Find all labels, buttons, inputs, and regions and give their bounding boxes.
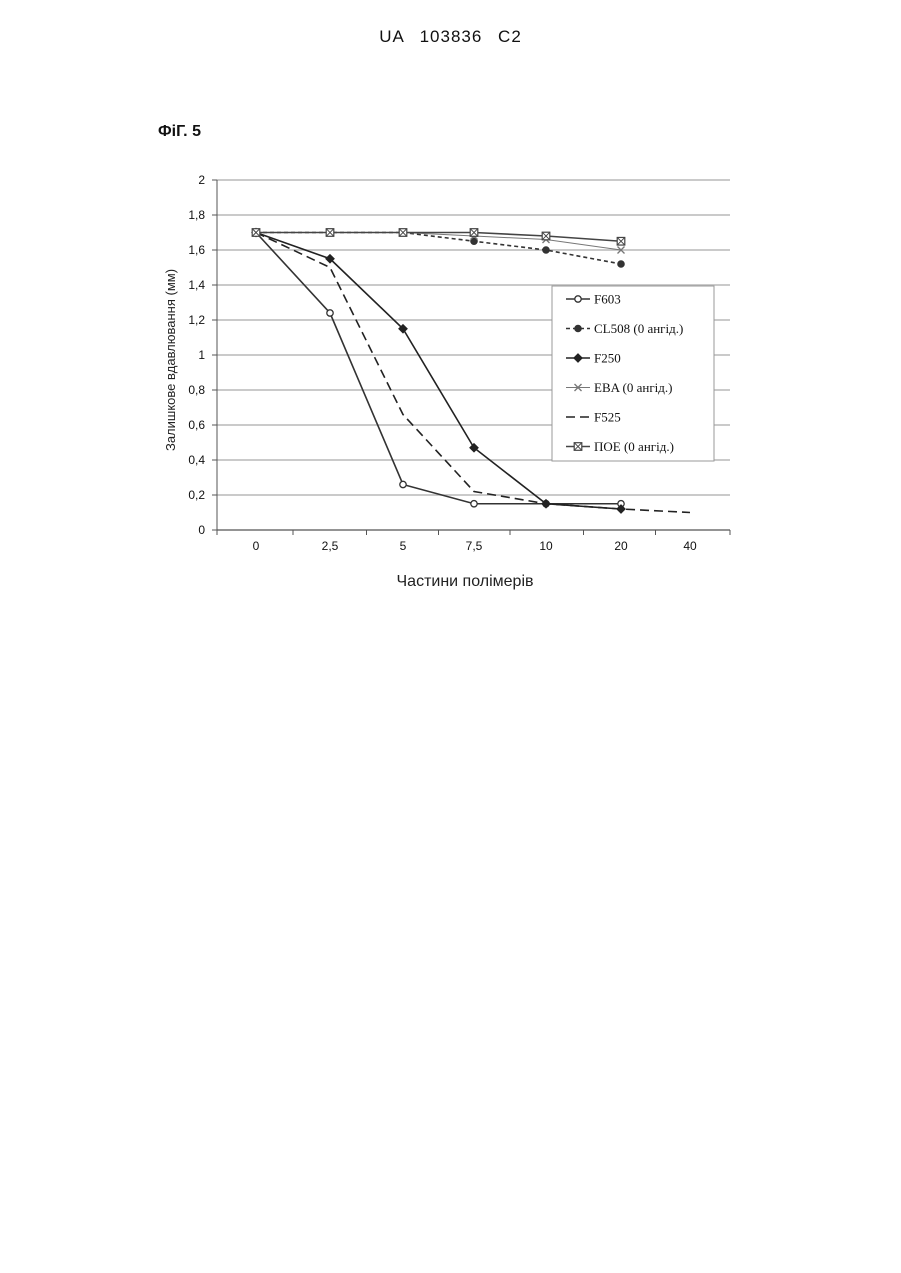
y-tick-label: 0,2 [188, 488, 205, 502]
series-5-point [470, 229, 478, 237]
legend-marker [574, 443, 582, 451]
y-tick-label: 1,4 [188, 278, 205, 292]
legend-label: CL508 (0 ангід.) [594, 321, 683, 336]
series-5-point [326, 229, 334, 237]
legend-label: F525 [594, 410, 621, 425]
legend: F603 CL508 (0 ангід.) F250 EBA (0 ангід.) F5… [552, 286, 714, 461]
series-5-point [399, 229, 407, 237]
x-tick-label: 7,5 [466, 539, 483, 553]
series-1-point [543, 247, 550, 254]
series-1-point [618, 261, 625, 268]
x-tick-label: 0 [253, 539, 260, 553]
legend-label: F250 [594, 351, 621, 366]
series-3-line [256, 233, 621, 251]
line-chart: 00,20,40,60,811,21,41,61,8202,557,510204… [0, 0, 901, 620]
legend-marker [575, 296, 581, 302]
y-tick-label: 0,4 [188, 453, 205, 467]
x-tick-label: 10 [539, 539, 553, 553]
legend-label: F603 [594, 292, 621, 307]
y-tick-label: 2 [198, 173, 205, 187]
y-tick-label: 0,6 [188, 418, 205, 432]
x-tick-label: 40 [683, 539, 697, 553]
series-5-point [542, 232, 550, 240]
legend-box [552, 286, 714, 461]
series-5-point [252, 229, 260, 237]
series-5-point [617, 237, 625, 245]
x-tick-label: 5 [400, 539, 407, 553]
legend-label: ПОЕ (0 ангід.) [594, 439, 674, 454]
x-tick-label: 2,5 [322, 539, 339, 553]
y-tick-label: 0 [198, 523, 205, 537]
series-0-point [471, 501, 477, 507]
y-tick-label: 1 [198, 348, 205, 362]
legend-label: EBA (0 ангід.) [594, 380, 672, 395]
y-tick-label: 1,8 [188, 208, 205, 222]
x-tick-label: 20 [614, 539, 628, 553]
y-tick-label: 1,6 [188, 243, 205, 257]
y-tick-label: 0,8 [188, 383, 205, 397]
series-0-point [400, 481, 406, 487]
y-axis-title: Залишкове вдавлювання (мм) [163, 269, 178, 451]
series-0-point [327, 310, 333, 316]
y-tick-label: 1,2 [188, 313, 205, 327]
x-axis-title: Частини полімерів [397, 573, 534, 590]
legend-marker [575, 325, 582, 332]
